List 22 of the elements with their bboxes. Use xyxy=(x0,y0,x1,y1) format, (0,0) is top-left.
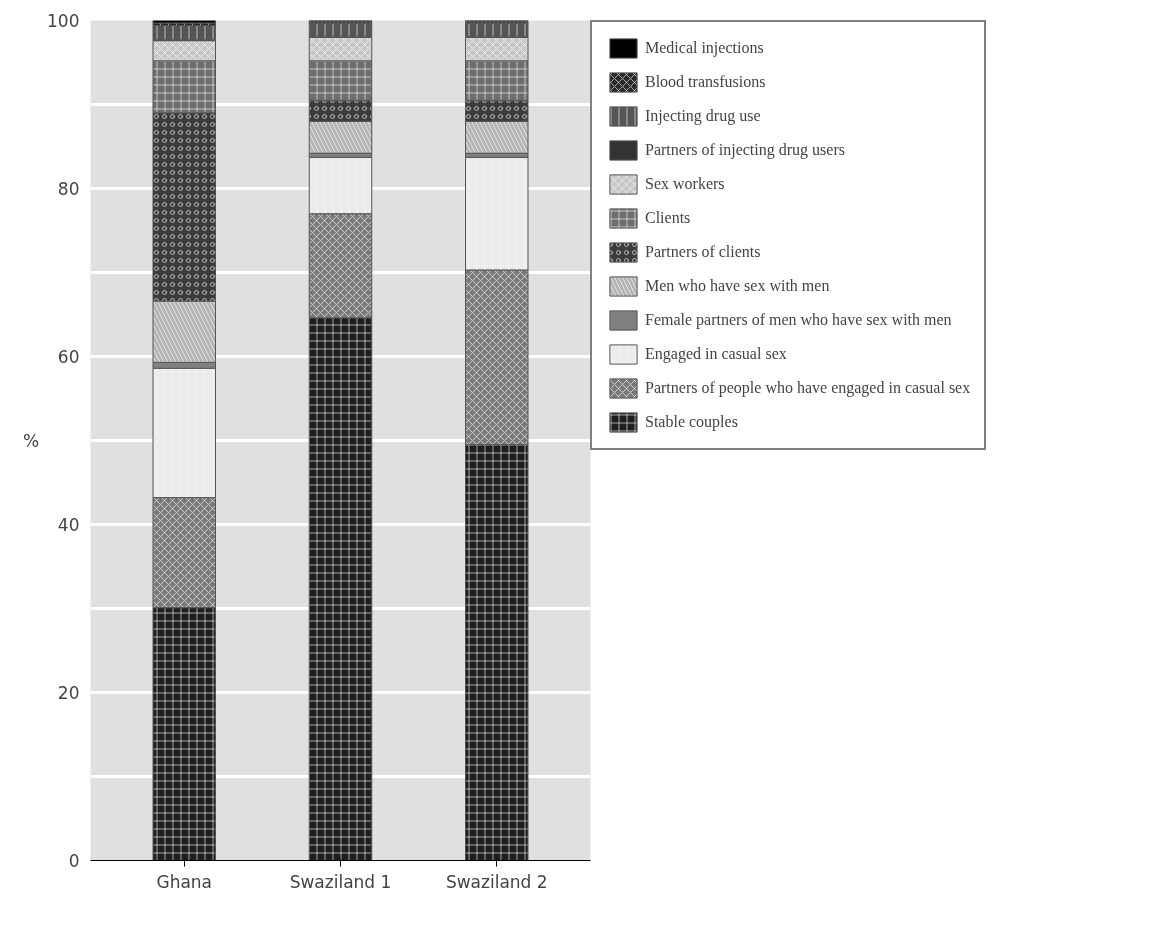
y-tick-label: 60 xyxy=(57,347,80,367)
y-axis-title: % xyxy=(22,430,40,451)
y-tick-label: 40 xyxy=(57,515,80,535)
x-tick-label: Swaziland 1 xyxy=(289,871,392,892)
x-tick-label: Swaziland 2 xyxy=(445,871,548,892)
legend-label: Partners of injecting drug users xyxy=(645,140,845,161)
legend-label: Medical injections xyxy=(645,38,764,59)
y-tick-label: 100 xyxy=(47,11,80,31)
y-tick-label: 0 xyxy=(68,851,80,871)
legend-label: Clients xyxy=(645,208,691,228)
legend-label: Blood transfusions xyxy=(645,72,766,92)
legend-label: Injecting drug use xyxy=(645,106,761,127)
legend-label: Partners of clients xyxy=(645,242,761,262)
legend-label: Female partners of men who have sex with men xyxy=(645,310,952,331)
legend-label: Engaged in casual sex xyxy=(645,344,787,365)
legend-label: Sex workers xyxy=(645,174,725,194)
x-tick-label: Ghana xyxy=(156,871,213,892)
legend-label: Men who have sex with men xyxy=(645,276,830,296)
legend-label: Stable couples xyxy=(645,412,738,433)
legend-label: Partners of people who have engaged in casual sex xyxy=(645,378,971,399)
y-tick-label: 20 xyxy=(57,683,80,703)
y-tick-label: 80 xyxy=(57,179,80,199)
